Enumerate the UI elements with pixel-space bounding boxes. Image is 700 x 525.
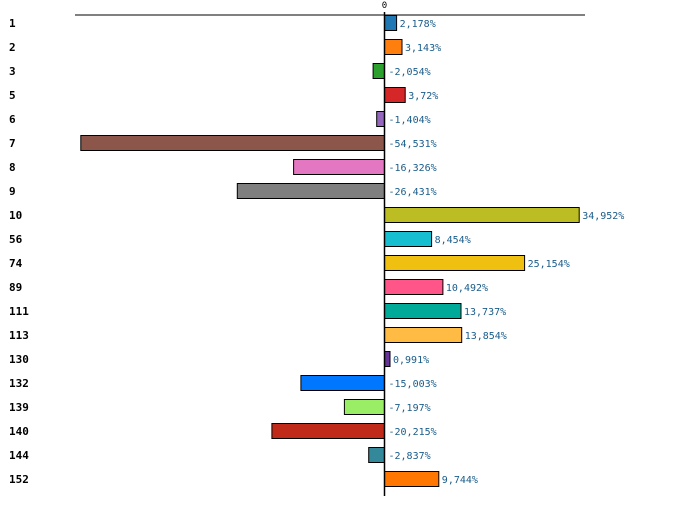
value-label: 13,854% [465, 331, 507, 342]
category-label: 113 [9, 329, 29, 342]
value-label: -1,404% [389, 115, 431, 126]
value-label: -7,197% [389, 403, 431, 414]
category-label: 74 [9, 257, 23, 270]
bar [384, 87, 406, 103]
category-label: 5 [9, 89, 16, 102]
bars-group: 1 2,178% 2 3,143% 3 -2,054% 5 3,72% 6 -1,404% 7 -54… [9, 15, 624, 487]
bar [384, 279, 444, 295]
value-label: 34,952% [582, 211, 624, 222]
category-label: 56 [9, 233, 23, 246]
category-label: 8 [9, 161, 16, 174]
value-label: -2,837% [389, 451, 431, 462]
category-label: 10 [9, 209, 22, 222]
bar [384, 303, 462, 319]
bar [384, 207, 580, 223]
zero-tick-label: 0 [382, 1, 387, 11]
value-label: -20,215% [389, 427, 437, 438]
value-label: 25,154% [528, 259, 570, 270]
bar [343, 399, 385, 415]
value-label: -26,431% [389, 187, 437, 198]
value-label: 3,72% [408, 91, 438, 102]
value-label: 9,744% [442, 475, 478, 486]
bar [384, 327, 463, 343]
bar [80, 135, 386, 151]
value-label: -15,003% [389, 379, 437, 390]
bar [384, 471, 440, 487]
category-label: 140 [9, 425, 29, 438]
value-label: 10,492% [446, 283, 488, 294]
category-label: 144 [9, 449, 29, 462]
bar [372, 63, 386, 79]
value-label: 13,737% [464, 307, 506, 318]
category-label: 1 [9, 17, 16, 30]
bar [300, 375, 385, 391]
category-label: 3 [9, 65, 16, 78]
value-label: 0,991% [393, 355, 429, 366]
bar [384, 231, 433, 247]
bar [293, 159, 386, 175]
category-label: 9 [9, 185, 16, 198]
category-label: 89 [9, 281, 22, 294]
value-label: -54,531% [389, 139, 437, 150]
category-label: 130 [9, 353, 29, 366]
bar [384, 39, 403, 55]
category-label: 111 [9, 305, 29, 318]
bar [384, 351, 391, 367]
value-label: 8,454% [435, 235, 471, 246]
category-label: 7 [9, 137, 16, 150]
value-label: 3,143% [405, 43, 441, 54]
bar [384, 255, 526, 271]
bar [376, 111, 386, 127]
bar [368, 447, 386, 463]
bar [236, 183, 385, 199]
category-label: 139 [9, 401, 29, 414]
bar [271, 423, 385, 439]
value-label: -16,326% [389, 163, 437, 174]
category-label: 152 [9, 473, 29, 486]
category-label: 132 [9, 377, 29, 390]
category-label: 2 [9, 41, 16, 54]
category-label: 6 [9, 113, 16, 126]
value-label: 2,178% [400, 19, 436, 30]
value-label: -2,054% [389, 67, 431, 78]
bar [384, 15, 398, 31]
